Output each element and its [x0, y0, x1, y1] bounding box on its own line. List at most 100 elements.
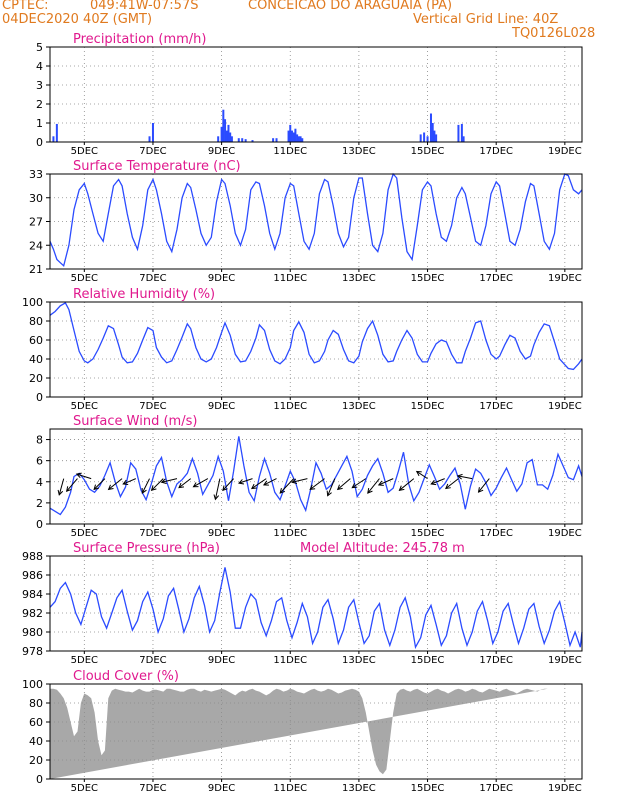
y-tick-label: 80: [29, 697, 43, 710]
wind-arrow-head: [57, 489, 64, 496]
precip-bar: [237, 138, 240, 142]
x-tick-label: 13DEC: [342, 273, 376, 284]
panel-title: Precipitation (mm/h): [73, 32, 206, 47]
x-tick-label: 19DEC: [548, 401, 582, 412]
wind-arrow-head: [377, 480, 384, 486]
x-tick-label: 9DEC: [208, 655, 235, 666]
precip-bar: [148, 136, 151, 142]
wind-arrow-shaft: [367, 478, 380, 494]
precip-bar: [290, 130, 293, 142]
wind-arrow-head: [65, 486, 72, 493]
wind-arrow-shaft: [478, 478, 490, 493]
x-tick-label: 11DEC: [273, 528, 307, 539]
precip-bar: [251, 140, 254, 142]
y-tick-label: 21: [29, 263, 43, 276]
panel-border: [49, 428, 583, 525]
x-tick-label: 7DEC: [139, 401, 166, 412]
wind-arrow-shaft: [337, 478, 351, 490]
x-tick-label: 19DEC: [548, 528, 582, 539]
wind-arrow-head: [279, 488, 286, 494]
x-tick-label: 11DEC: [273, 655, 307, 666]
x-tick-label: 5DEC: [71, 273, 98, 284]
wind-arrow-shaft: [108, 478, 123, 490]
x-tick-label: 7DEC: [139, 655, 166, 666]
precip-bar: [241, 138, 244, 142]
wind-arrow-head: [222, 485, 228, 492]
y-tick-label: 24: [29, 239, 43, 252]
precip-bar: [429, 113, 432, 142]
wind-arrow-head: [178, 482, 185, 489]
y-tick-label: 1: [36, 117, 43, 130]
x-tick-label: 15DEC: [411, 655, 445, 666]
wind-arrow-head: [262, 480, 269, 486]
y-tick-label: 40: [29, 735, 43, 748]
precip-bar: [275, 138, 278, 142]
wind-arrow-shaft: [178, 478, 192, 489]
panel-title: Relative Humidity (%): [73, 287, 215, 302]
panel-border: [49, 173, 583, 270]
header-location: CONCEICAO DO ARAGUAIA (PA): [248, 0, 453, 13]
wind-arrow-shaft: [123, 478, 137, 485]
precip-bar: [52, 136, 55, 142]
wind-arrow-shaft: [93, 478, 106, 490]
series-line: [49, 302, 583, 371]
wind-arrow-head: [445, 483, 451, 490]
y-tick-label: 100: [22, 296, 43, 309]
wind-arrow-shaft: [76, 473, 92, 480]
x-tick-label: 13DEC: [342, 655, 376, 666]
x-tick-label: 7DEC: [139, 783, 166, 794]
precip-bar: [301, 138, 304, 142]
wind-arrow-shaft: [238, 478, 253, 484]
x-tick-label: 13DEC: [342, 146, 376, 157]
x-tick-label: 5DEC: [71, 146, 98, 157]
wind-arrow-shaft: [193, 478, 209, 488]
panel-border: [49, 46, 583, 143]
wind-arrow-head: [192, 482, 199, 488]
x-tick-label: 15DEC: [411, 783, 445, 794]
y-tick-label: 60: [29, 716, 43, 729]
y-tick-label: 60: [29, 334, 43, 347]
wind-arrow-shaft: [58, 478, 65, 495]
y-tick-label: 982: [22, 607, 43, 620]
precip-bar: [296, 134, 299, 142]
series-line: [49, 172, 583, 268]
x-tick-label: 17DEC: [479, 783, 513, 794]
wind-arrow-head: [75, 472, 82, 479]
wind-arrow-shaft: [431, 478, 445, 485]
y-tick-label: 4: [36, 476, 43, 489]
wind-arrow-shaft: [66, 478, 78, 492]
x-tick-label: 17DEC: [479, 146, 513, 157]
y-tick-label: 80: [29, 315, 43, 328]
wind-arrow-shaft: [151, 478, 164, 491]
precip-bar: [244, 139, 247, 142]
x-tick-label: 17DEC: [479, 528, 513, 539]
wind-arrow-head: [309, 484, 316, 491]
precip-bar: [222, 109, 225, 142]
y-tick-label: 980: [22, 626, 43, 639]
precip-bar: [272, 138, 275, 142]
wind-arrow-head: [336, 484, 343, 491]
wind-arrow-shaft: [309, 478, 325, 490]
precip-bar: [419, 134, 422, 142]
x-tick-label: 9DEC: [208, 273, 235, 284]
precip-bar: [217, 136, 220, 142]
precip-bar: [457, 124, 460, 142]
wind-arrow-shaft: [161, 478, 178, 483]
wind-arrow-head: [160, 478, 167, 485]
y-tick-label: 6: [36, 455, 43, 468]
precip-bar: [426, 136, 429, 142]
y-tick-label: 20: [29, 372, 43, 385]
precip-bar: [462, 136, 465, 142]
wind-arrow-shaft: [279, 478, 295, 494]
x-tick-label: 19DEC: [548, 783, 582, 794]
wind-arrow-head: [213, 494, 220, 501]
wind-arrow-head: [456, 473, 463, 480]
y-tick-label: 40: [29, 353, 43, 366]
y-tick-label: 0: [36, 391, 43, 404]
y-tick-label: 3: [36, 79, 43, 92]
precip-bar: [225, 130, 228, 142]
wind-arrow-head: [351, 482, 358, 489]
header-model-id: TQ0126L028: [512, 26, 596, 41]
y-tick-label: 0: [36, 136, 43, 149]
precip-bar: [229, 132, 232, 142]
